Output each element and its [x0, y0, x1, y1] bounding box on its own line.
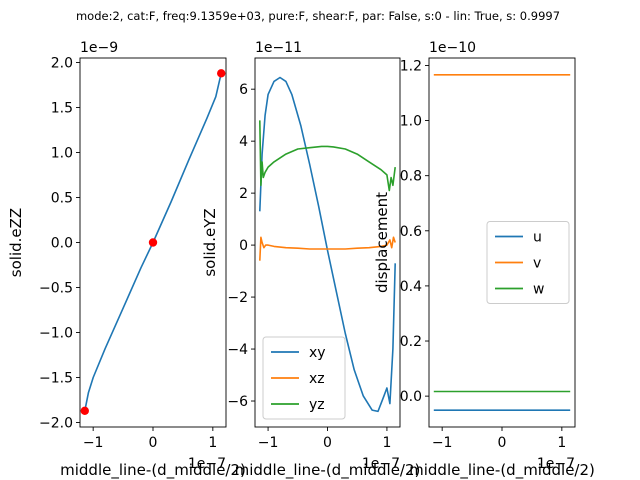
series-group — [84, 73, 222, 411]
series-group — [259, 76, 396, 413]
legend-entry-yz: yz — [309, 397, 325, 413]
y-tick-label: 6 — [239, 82, 248, 98]
legend: xy xz yz — [262, 336, 346, 420]
y-tick-label: −4 — [227, 342, 248, 358]
legend-entry-xz: xz — [309, 371, 325, 387]
y-tick-label: 2 — [239, 186, 248, 202]
y-tick-label: −6 — [227, 394, 248, 410]
y-tick-label: 0.0 — [51, 236, 73, 252]
chart-panel-2: −1 0 1 −6 −4 −2 0 2 4 6 1e−11 1e−7middle_line-(d_mi… — [201, 40, 420, 480]
y-tick-label: 0.6 — [400, 224, 422, 240]
x-tick-label: 0 — [149, 435, 158, 451]
x-tick-label: 1 — [208, 435, 217, 451]
data-point-1 — [80, 406, 89, 415]
y-tick-label: 0.8 — [400, 169, 422, 185]
legend-entry-xy: xy — [309, 345, 326, 361]
y-tick-label: 0.4 — [400, 279, 422, 295]
y-tick-label: 4 — [239, 134, 248, 150]
legend-entry-w: w — [533, 282, 544, 298]
x-tick-label: 0 — [323, 435, 332, 451]
y-offset-text: 1e−10 — [429, 40, 476, 56]
series-line-yz — [259, 120, 396, 192]
series-line-xy — [259, 76, 396, 413]
y-tick-label: 0.5 — [51, 191, 73, 207]
y-tick-label: 2.0 — [51, 56, 73, 72]
x-tick-label: −1 — [258, 435, 279, 451]
y-tick-label: −1.5 — [39, 371, 73, 387]
x-offset-text: 1e−7 — [188, 456, 226, 472]
series-line-1 — [84, 73, 222, 411]
y-tick-label: 1.0 — [400, 114, 422, 130]
legend-frame — [262, 336, 346, 420]
y-offset-text: 1e−9 — [80, 40, 118, 56]
figure-suptitle: mode:2, cat:F, freq:9.1359e+03, pure:F, … — [76, 9, 560, 23]
y-axis-label: displacement — [373, 192, 391, 293]
x-axis-label: middle_line-(d_middle/2) — [60, 461, 246, 480]
x-offset-text: 1e−7 — [537, 456, 575, 472]
x-tick-label: 1 — [557, 435, 566, 451]
legend-frame — [486, 221, 570, 304]
series-line-xz — [259, 236, 396, 261]
x-axis-label: middle_line-(d_middle/2) — [235, 461, 421, 480]
y-tick-label: 0.0 — [400, 389, 422, 405]
x-tick-label: −1 — [432, 435, 453, 451]
series-group — [433, 74, 571, 412]
y-offset-text: 1e−11 — [255, 40, 302, 56]
y-axis-label: solid.eZZ — [7, 208, 25, 277]
y-tick-label: −0.5 — [39, 281, 73, 297]
y-tick-label: 0.2 — [400, 334, 422, 350]
y-tick-label: 1.5 — [51, 101, 73, 117]
x-tick-label: 0 — [498, 435, 507, 451]
y-axis-label: solid.eYZ — [201, 208, 219, 276]
y-tick-label: −1.0 — [39, 326, 73, 342]
chart-panel-1: −1 0 1 −2.0 −1.5 −1.0 −0.5 0.0 0.5 1.0 1.5 2.0 1e−9 1… — [7, 40, 246, 480]
x-offset-text: 1e−7 — [362, 456, 400, 472]
x-tick-label: 1 — [382, 435, 391, 451]
data-point-2 — [148, 238, 158, 247]
legend-entry-u: u — [533, 230, 542, 246]
x-axis-label: middle_line-(d_middle/2) — [409, 461, 595, 480]
y-tick-label: 0 — [239, 238, 248, 254]
data-point-3 — [217, 69, 226, 78]
legend-entry-v: v — [533, 256, 541, 272]
y-tick-label: −2.0 — [39, 416, 73, 432]
chart-panel-3: −1 0 1 0.0 0.2 0.4 0.6 0.8 1.0 1.2 1e−10 1e−7middle… — [373, 40, 595, 480]
y-tick-label: 1.0 — [51, 146, 73, 162]
y-tick-label: 1.2 — [400, 58, 422, 74]
legend: uvw — [486, 221, 570, 304]
y-tick-label: −2 — [227, 290, 248, 306]
x-tick-label: −1 — [83, 435, 104, 451]
